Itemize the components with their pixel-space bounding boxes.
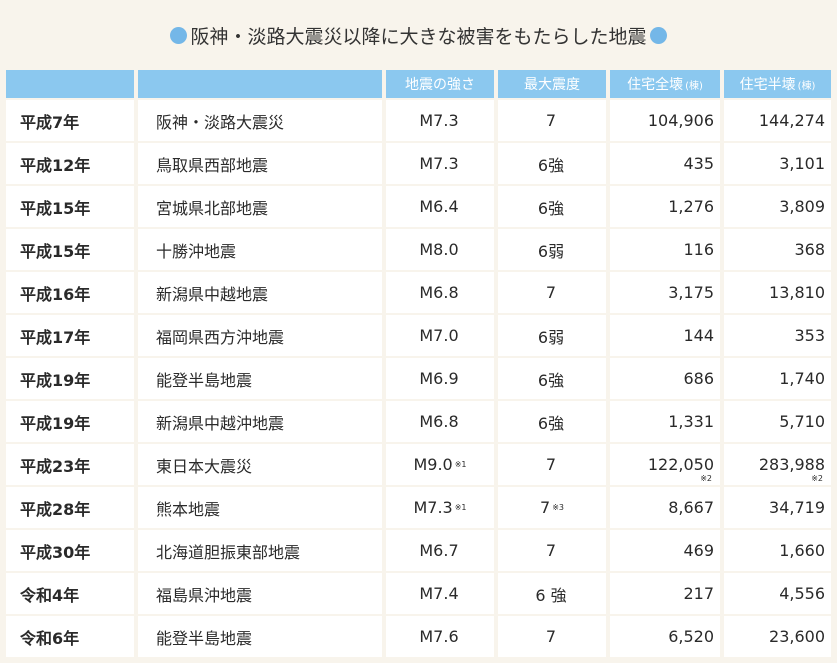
cell-fully-destroyed: 122,050 ※2 [610,444,720,485]
cell-fully-destroyed: 1,276 [610,186,720,227]
cell-fully-destroyed: 3,175 [610,272,720,313]
cell-era: 平成15年 [6,186,134,227]
cell-era: 平成7年 [6,100,134,141]
cell-fully-destroyed: 469 [610,530,720,571]
cell-era: 平成15年 [6,229,134,270]
cell-era: 平成19年 [6,401,134,442]
cell-magnitude: M6.7 [386,530,494,571]
cell-era: 平成19年 [6,358,134,399]
cell-earthquake-name: 阪神・淡路大震災 [138,100,382,141]
cell-magnitude: M6.9 [386,358,494,399]
cell-magnitude: M6.8 [386,272,494,313]
cell-era: 平成28年 [6,487,134,528]
cell-earthquake-name: 福島県沖地震 [138,573,382,614]
cell-magnitude: M6.8 [386,401,494,442]
cell-magnitude: M7.3 ※1 [386,487,494,528]
cell-half-destroyed: 23,600 [724,616,831,657]
cell-max-intensity: 6 強 [498,573,606,614]
cell-half-destroyed: 34,719 [724,487,831,528]
page-title: 阪神・淡路大震災以降に大きな被害をもたらした地震 [0,0,837,70]
footnote-mark: ※1 [454,503,467,512]
cell-half-destroyed: 283,988 ※2 [724,444,831,485]
cell-max-intensity: 7 ※3 [498,487,606,528]
cell-half-destroyed: 353 [724,315,831,356]
cell-half-destroyed: 1,660 [724,530,831,571]
cell-max-intensity: 7 [498,530,606,571]
cell-half-destroyed: 3,101 [724,143,831,184]
header-half-destroyed: 住宅半壊 (棟) [724,70,831,98]
cell-max-intensity: 7 [498,100,606,141]
page-title-text: 阪神・淡路大震災以降に大きな被害をもたらした地震 [190,25,647,48]
cell-era: 平成12年 [6,143,134,184]
cell-fully-destroyed: 1,331 [610,401,720,442]
bullet-dot-icon [649,26,667,44]
footnote-mark: ※2 [811,474,823,483]
cell-magnitude: M7.0 [386,315,494,356]
cell-max-intensity: 7 [498,272,606,313]
cell-earthquake-name: 新潟県中越地震 [138,272,382,313]
cell-era: 令和4年 [6,573,134,614]
earthquake-table: 地震の強さ 最大震度 住宅全壊 (棟) 住宅半壊 (棟) 平成7年 阪神・淡路大震災 M… [6,70,831,657]
cell-fully-destroyed: 8,667 [610,487,720,528]
header-magnitude: 地震の強さ [386,70,494,98]
cell-magnitude: M7.3 [386,100,494,141]
header-era [6,70,134,98]
cell-max-intensity: 7 [498,444,606,485]
header-max-intensity: 最大震度 [498,70,606,98]
bullet-dot-icon [170,26,188,44]
footnote-mark: ※1 [454,460,467,469]
cell-max-intensity: 6強 [498,401,606,442]
cell-era: 平成17年 [6,315,134,356]
cell-fully-destroyed: 6,520 [610,616,720,657]
cell-magnitude: M7.4 [386,573,494,614]
cell-earthquake-name: 福岡県西方沖地震 [138,315,382,356]
cell-era: 平成16年 [6,272,134,313]
cell-max-intensity: 6強 [498,143,606,184]
cell-max-intensity: 6弱 [498,229,606,270]
cell-earthquake-name: 鳥取県西部地震 [138,143,382,184]
cell-max-intensity: 6強 [498,186,606,227]
footnote-mark: ※2 [700,474,712,483]
cell-earthquake-name: 宮城県北部地震 [138,186,382,227]
cell-fully-destroyed: 686 [610,358,720,399]
cell-max-intensity: 6弱 [498,315,606,356]
cell-earthquake-name: 能登半島地震 [138,358,382,399]
cell-half-destroyed: 4,556 [724,573,831,614]
header-fully-destroyed: 住宅全壊 (棟) [610,70,720,98]
cell-magnitude: M7.6 [386,616,494,657]
cell-fully-destroyed: 144 [610,315,720,356]
cell-magnitude: M7.3 [386,143,494,184]
cell-era: 平成30年 [6,530,134,571]
cell-half-destroyed: 3,809 [724,186,831,227]
cell-half-destroyed: 368 [724,229,831,270]
cell-half-destroyed: 13,810 [724,272,831,313]
cell-earthquake-name: 東日本大震災 [138,444,382,485]
cell-max-intensity: 7 [498,616,606,657]
cell-max-intensity: 6強 [498,358,606,399]
cell-earthquake-name: 十勝沖地震 [138,229,382,270]
cell-fully-destroyed: 104,906 [610,100,720,141]
cell-fully-destroyed: 217 [610,573,720,614]
cell-earthquake-name: 熊本地震 [138,487,382,528]
cell-era: 令和6年 [6,616,134,657]
cell-earthquake-name: 新潟県中越沖地震 [138,401,382,442]
header-name [138,70,382,98]
cell-magnitude: M8.0 [386,229,494,270]
cell-earthquake-name: 能登半島地震 [138,616,382,657]
cell-era: 平成23年 [6,444,134,485]
cell-fully-destroyed: 435 [610,143,720,184]
cell-earthquake-name: 北海道胆振東部地震 [138,530,382,571]
cell-half-destroyed: 144,274 [724,100,831,141]
cell-half-destroyed: 1,740 [724,358,831,399]
cell-half-destroyed: 5,710 [724,401,831,442]
cell-fully-destroyed: 116 [610,229,720,270]
footnote-mark: ※3 [552,503,564,512]
cell-magnitude: M9.0 ※1 [386,444,494,485]
cell-magnitude: M6.4 [386,186,494,227]
